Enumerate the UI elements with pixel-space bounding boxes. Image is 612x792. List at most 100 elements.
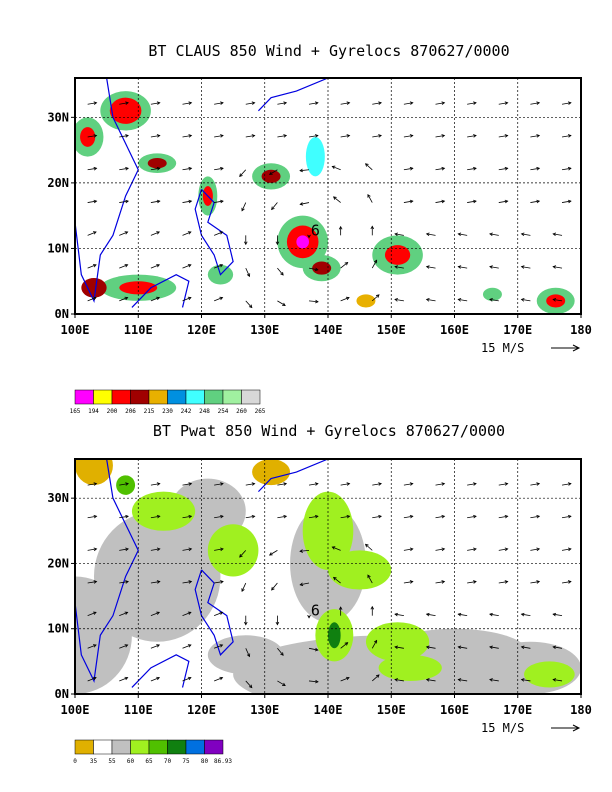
shaded-region [302,491,354,570]
x-tick-label: 150E [377,703,406,717]
shaded-region [328,550,392,590]
wind-arrowhead [93,101,98,105]
wind-arrowhead [373,639,378,644]
wind-arrowhead [567,547,572,552]
wind-vector [365,544,373,551]
wind-vector [277,267,284,276]
wind-vector [300,582,310,586]
wind-vector [150,515,160,519]
wind-arrowhead [124,231,129,235]
wind-arrowhead [331,165,336,170]
wind-arrowhead [370,605,375,610]
wind-vector [489,266,499,269]
wind-vector [489,679,499,682]
wind-arrowhead [271,206,275,211]
gyre-marker: 6 [311,602,320,620]
coastline [75,78,139,303]
wind-arrowhead [536,166,541,171]
wind-vector [435,167,445,171]
colorbar-label: 65 [145,758,153,765]
x-tick-label: 120E [187,323,216,337]
wind-vector [394,233,404,236]
wind-arrowhead [504,199,509,204]
wind-arrowhead [219,296,224,301]
colorbar-label: 70 [164,758,172,765]
wind-arrowhead [441,547,446,552]
wind-vector [372,674,380,682]
field-layer [75,459,581,694]
wind-vector [498,581,508,584]
wind-vector [150,548,160,551]
wind-vector [467,200,477,203]
wind-arrowhead [220,514,224,519]
wind-arrowhead [473,166,477,171]
wind-arrowhead [220,166,224,171]
shaded-region [356,294,376,308]
wind-vector [371,260,377,269]
wind-vector [367,574,373,584]
y-tick-label: 0N [55,687,69,701]
wind-vector [561,167,571,171]
wind-vector [371,640,377,649]
wind-arrowhead [457,612,462,617]
wind-arrowhead [520,298,525,302]
wind-arrowhead [378,514,382,519]
wind-arrowhead [409,580,414,584]
wind-vector [530,200,540,203]
wind-arrowhead [425,645,430,649]
wind-vector [308,483,318,486]
wind-vector [214,102,224,105]
wind-vector [87,200,97,203]
wind-vector [245,135,255,138]
wind-arrowhead [489,298,493,302]
wind-arrowhead [504,482,509,486]
wind-vector [561,581,571,584]
wind-arrowhead [299,202,304,206]
colorbar-label: 55 [108,758,116,765]
wind-vector [87,167,97,171]
wind-arrowhead [92,296,97,301]
wind-vector [553,233,563,236]
wind-vector [308,267,318,271]
wind-arrowhead [93,134,98,138]
wind-vector [119,677,128,682]
wind-arrowhead [188,199,193,204]
wind-arrowhead [220,482,224,486]
wind-vector [553,299,563,302]
wind-vector [182,644,192,649]
wind-arrowhead [283,101,288,105]
wind-arrowhead [239,173,243,178]
wind-vector [332,546,341,551]
wind-vector [372,135,382,138]
wind-arrowhead [536,580,541,584]
reference-vector-arrowhead [572,724,581,732]
wind-vector [340,483,350,486]
wind-vector [498,200,508,203]
y-tick-label: 10N [47,241,69,255]
wind-vector [489,233,499,236]
wind-vector [150,200,160,203]
shaded-region [305,137,325,177]
x-tick-label: 180 [570,323,592,337]
wind-arrowhead [489,645,493,649]
wind-arrowhead [473,199,477,204]
x-tick-label: 160E [440,703,469,717]
colorbar-swatch [222,389,242,405]
wind-vector [467,581,477,584]
wind-vector [300,202,310,205]
wind-vector [87,483,97,486]
wind-arrowhead [275,621,280,626]
wind-vector [214,581,224,584]
wind-vector [498,135,508,138]
wind-vector [245,648,250,657]
wind-arrowhead [93,199,98,204]
wind-arrowhead [125,134,129,138]
wind-arrowhead [219,644,224,648]
wind-arrowhead [93,547,98,552]
wind-vector [467,102,477,105]
gyre-marker: 6 [311,221,320,239]
wind-vector [119,644,128,649]
wind-arrowhead [251,514,256,519]
wind-arrowhead [375,674,380,678]
